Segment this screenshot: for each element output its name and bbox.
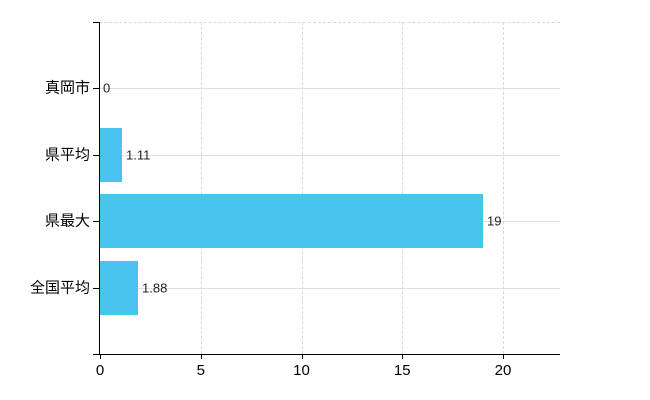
bar-value-label: 1.11 xyxy=(126,147,151,163)
x-axis-tick xyxy=(100,354,101,359)
x-axis-tick-label: 5 xyxy=(196,362,205,379)
bar-value-label: 0 xyxy=(103,80,111,96)
y-axis-tick xyxy=(93,154,99,156)
x-axis-tick xyxy=(200,354,202,359)
vertical-gridline xyxy=(301,22,303,354)
bar xyxy=(100,194,483,249)
x-axis-tick-label: 10 xyxy=(293,362,310,379)
bar xyxy=(100,127,122,182)
y-axis-tick xyxy=(93,221,99,223)
x-axis-tick-label: 0 xyxy=(95,362,105,379)
horizontal-gridline xyxy=(100,287,560,289)
bar xyxy=(100,260,138,315)
y-axis xyxy=(99,22,100,355)
x-axis-tick xyxy=(301,354,303,359)
x-axis-tick-label: 20 xyxy=(494,362,512,379)
horizontal-gridline xyxy=(100,88,560,90)
vertical-gridline xyxy=(503,22,504,354)
horizontal-gridline xyxy=(100,154,560,156)
bar-value-label: 1.88 xyxy=(142,280,168,296)
vertical-gridline xyxy=(402,22,404,354)
plot-top-border xyxy=(99,22,560,23)
category-label: 県平均 xyxy=(44,146,90,164)
x-axis-tick-label: 15 xyxy=(393,362,411,379)
y-axis-tick xyxy=(93,88,99,90)
bar-value-label: 19 xyxy=(487,213,502,229)
category-label: 全国平均 xyxy=(29,279,90,297)
x-axis-tick xyxy=(503,354,504,359)
y-axis-end-tick xyxy=(93,22,99,23)
x-axis-tick xyxy=(402,354,404,359)
x-axis xyxy=(93,354,560,355)
category-label: 県最大 xyxy=(44,212,90,230)
category-label: 真岡市 xyxy=(44,79,90,97)
vertical-gridline xyxy=(200,22,202,354)
y-axis-tick xyxy=(93,287,99,289)
